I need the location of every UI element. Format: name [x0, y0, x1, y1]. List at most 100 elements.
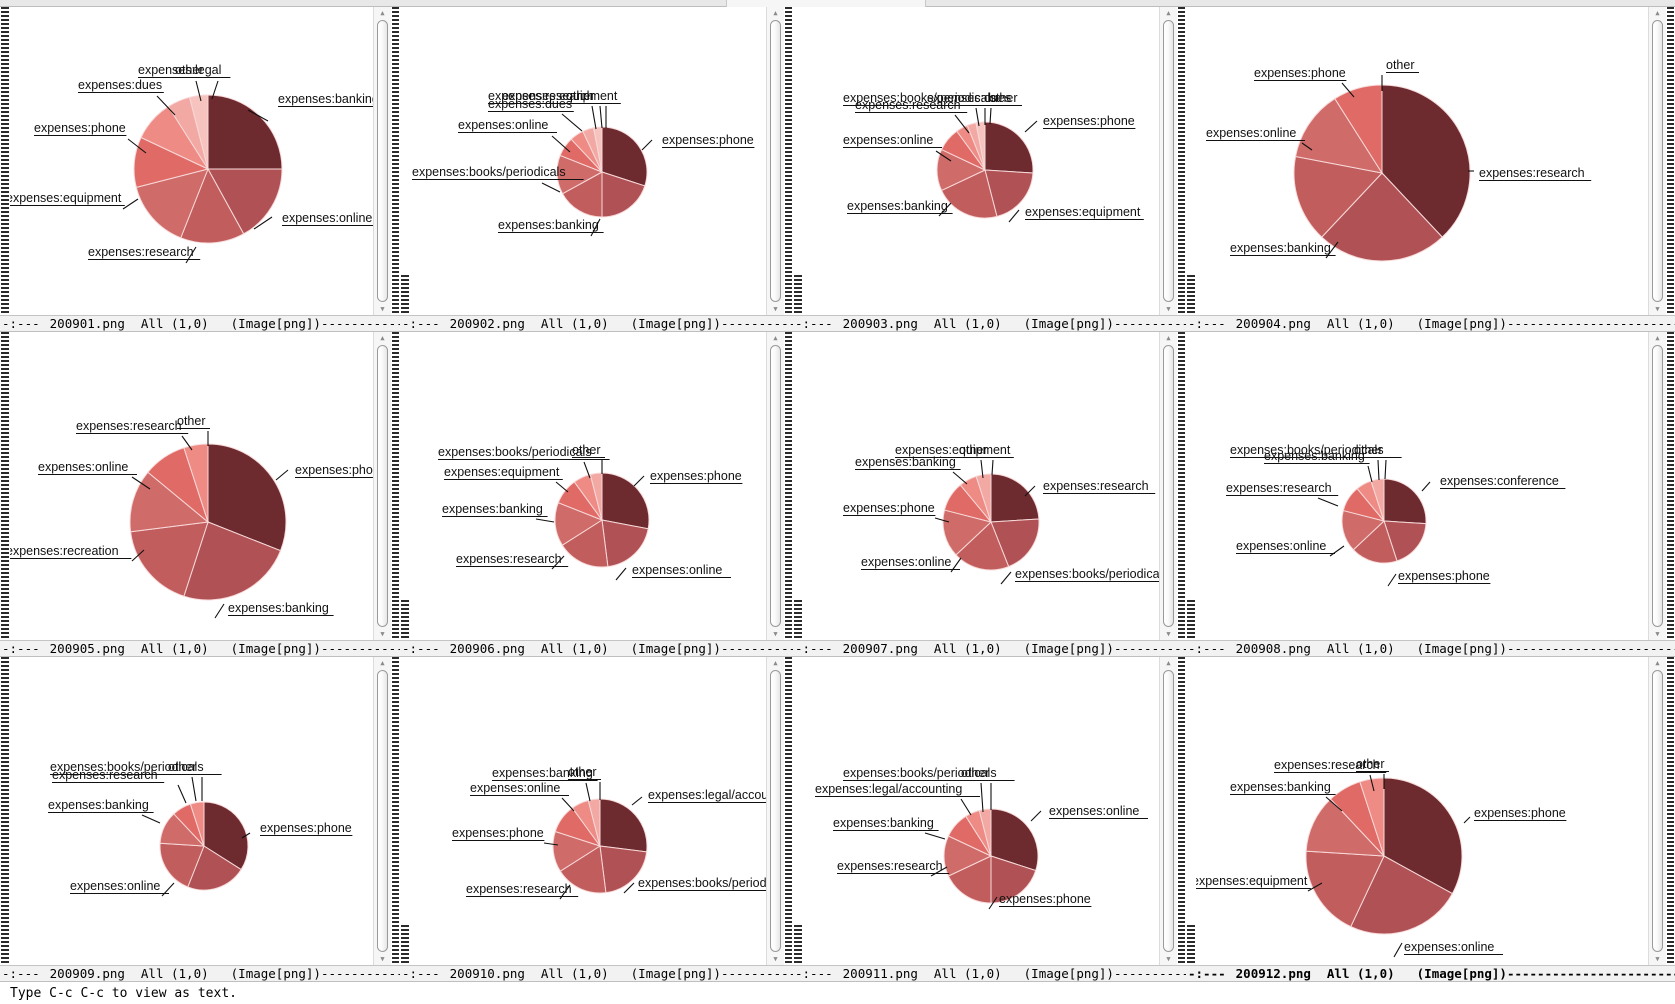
image-canvas[interactable]: expenses:research expenses:banking expense… [1196, 7, 1648, 315]
pie-label: expenses:banking [1264, 449, 1373, 483]
scroll-down-arrow-icon[interactable]: ▼ [1655, 629, 1660, 638]
mode-line[interactable]: -:--- 200903.png All (1,0) (Image[png]) ----… [793, 315, 1186, 332]
mode-line[interactable]: -:--- 200908.png All (1,0) (Image[png]) ----… [1186, 640, 1675, 657]
scroll-down-arrow-icon[interactable]: ▼ [1655, 954, 1660, 963]
scrollbar-thumb[interactable] [377, 20, 388, 302]
scrollbar-thumb[interactable] [1163, 20, 1174, 302]
emacs-window-200904[interactable]: expenses:research expenses:banking expense… [1186, 7, 1675, 332]
scroll-down-arrow-icon[interactable]: ▼ [773, 954, 778, 963]
emacs-window-200902[interactable]: expenses:phone expenses:banking expenses:b… [400, 7, 793, 332]
emacs-window-200907[interactable]: expenses:research expenses:books/periodic… [793, 332, 1186, 657]
image-canvas[interactable]: expenses:online expenses:phone expenses:re… [803, 657, 1159, 965]
vertical-scrollbar[interactable]: ▲ ▼ [373, 332, 391, 640]
scroll-down-arrow-icon[interactable]: ▼ [773, 629, 778, 638]
scrollbar-trough[interactable] [374, 669, 391, 953]
scrollbar-thumb[interactable] [1652, 20, 1663, 302]
scroll-up-arrow-icon[interactable]: ▲ [380, 333, 385, 342]
scroll-down-arrow-icon[interactable]: ▼ [1655, 304, 1660, 313]
scrollbar-trough[interactable] [374, 19, 391, 303]
scrollbar-trough[interactable] [767, 344, 784, 628]
vertical-scrollbar[interactable]: ▲ ▼ [1648, 657, 1666, 965]
scroll-down-arrow-icon[interactable]: ▼ [1166, 304, 1171, 313]
scroll-up-arrow-icon[interactable]: ▲ [773, 8, 778, 17]
scrollbar-trough[interactable] [1160, 19, 1177, 303]
emacs-window-200909[interactable]: expenses:phone expenses:online expenses:ba… [0, 657, 400, 982]
mode-line[interactable]: -:--- 200905.png All (1,0) (Image[png]) ----… [0, 640, 400, 657]
scroll-up-arrow-icon[interactable]: ▲ [380, 658, 385, 667]
image-canvas[interactable]: expenses:conference expenses:phone expense… [1196, 332, 1648, 640]
scroll-up-arrow-icon[interactable]: ▲ [1166, 333, 1171, 342]
emacs-window-200905[interactable]: expenses:phone expenses:banking expenses:r… [0, 332, 400, 657]
scroll-up-arrow-icon[interactable]: ▲ [380, 8, 385, 17]
vertical-scrollbar[interactable]: ▲ ▼ [1159, 7, 1177, 315]
vertical-scrollbar[interactable]: ▲ ▼ [766, 332, 784, 640]
fringe-continuation-marks [1667, 332, 1674, 640]
scroll-down-arrow-icon[interactable]: ▼ [380, 954, 385, 963]
vertical-scrollbar[interactable]: ▲ ▼ [373, 657, 391, 965]
scrollbar-thumb[interactable] [770, 345, 781, 627]
scroll-up-arrow-icon[interactable]: ▲ [1166, 8, 1171, 17]
scroll-up-arrow-icon[interactable]: ▲ [1166, 658, 1171, 667]
scrollbar-thumb[interactable] [1652, 670, 1663, 952]
scroll-up-arrow-icon[interactable]: ▲ [1655, 8, 1660, 17]
pie-label-text: other [989, 91, 1018, 105]
scrollbar-trough[interactable] [374, 344, 391, 628]
scrollbar-trough[interactable] [767, 19, 784, 303]
vertical-scrollbar[interactable]: ▲ ▼ [766, 7, 784, 315]
scrollbar-thumb[interactable] [1163, 345, 1174, 627]
vertical-scrollbar[interactable]: ▲ ▼ [373, 7, 391, 315]
scroll-down-arrow-icon[interactable]: ▼ [773, 304, 778, 313]
scrollbar-thumb[interactable] [770, 20, 781, 302]
mode-line[interactable]: -:--- 200901.png All (1,0) (Image[png]) ----… [0, 315, 400, 332]
emacs-window-200912[interactable]: expenses:phone expenses:online expenses:eq… [1186, 657, 1675, 982]
emacs-window-200901[interactable]: expenses:banking expenses:online expenses:… [0, 7, 400, 332]
scrollbar-thumb[interactable] [377, 345, 388, 627]
scrollbar-trough[interactable] [1649, 344, 1666, 628]
emacs-window-200911[interactable]: expenses:online expenses:phone expenses:re… [793, 657, 1186, 982]
mode-line[interactable]: -:--- 200912.png All (1,0) (Image[png]) ----… [1186, 965, 1675, 982]
image-canvas[interactable]: expenses:phone expenses:banking expenses:r… [10, 332, 373, 640]
scroll-up-arrow-icon[interactable]: ▲ [1655, 333, 1660, 342]
mode-line[interactable]: -:--- 200907.png All (1,0) (Image[png]) ----… [793, 640, 1186, 657]
mode-line[interactable]: -:--- 200909.png All (1,0) (Image[png]) ----… [0, 965, 400, 982]
mode-line[interactable]: -:--- 200911.png All (1,0) (Image[png]) ----… [793, 965, 1186, 982]
image-canvas[interactable]: expenses:phone expenses:online expenses:eq… [1196, 657, 1648, 965]
scrollbar-thumb[interactable] [1163, 670, 1174, 952]
image-canvas[interactable]: expenses:legal/accounting expenses:books/… [410, 657, 766, 965]
scroll-down-arrow-icon[interactable]: ▼ [380, 629, 385, 638]
emacs-window-200903[interactable]: expenses:phone expenses:equipment expenses… [793, 7, 1186, 332]
scroll-up-arrow-icon[interactable]: ▲ [773, 333, 778, 342]
vertical-scrollbar[interactable]: ▲ ▼ [1648, 7, 1666, 315]
image-canvas[interactable]: expenses:phone expenses:equipment expenses… [803, 7, 1159, 315]
image-canvas[interactable]: expenses:research expenses:books/periodic… [803, 332, 1159, 640]
scroll-down-arrow-icon[interactable]: ▼ [1166, 629, 1171, 638]
scrollbar-thumb[interactable] [377, 670, 388, 952]
scroll-up-arrow-icon[interactable]: ▲ [773, 658, 778, 667]
mode-line[interactable]: -:--- 200906.png All (1,0) (Image[png]) ----… [400, 640, 793, 657]
mode-line[interactable]: -:--- 200902.png All (1,0) (Image[png]) ----… [400, 315, 793, 332]
scrollbar-thumb[interactable] [770, 670, 781, 952]
vertical-scrollbar[interactable]: ▲ ▼ [1159, 332, 1177, 640]
vertical-scrollbar[interactable]: ▲ ▼ [766, 657, 784, 965]
scrollbar-trough[interactable] [1649, 19, 1666, 303]
image-canvas[interactable]: expenses:banking expenses:online expenses:… [10, 7, 373, 315]
scroll-down-arrow-icon[interactable]: ▼ [1166, 954, 1171, 963]
emacs-window-200910[interactable]: expenses:legal/accounting expenses:books/… [400, 657, 793, 982]
scrollbar-thumb[interactable] [1652, 345, 1663, 627]
scroll-down-arrow-icon[interactable]: ▼ [380, 304, 385, 313]
emacs-window-200908[interactable]: expenses:conference expenses:phone expense… [1186, 332, 1675, 657]
mode-line[interactable]: -:--- 200904.png All (1,0) (Image[png]) ----… [1186, 315, 1675, 332]
image-canvas[interactable]: expenses:phone expenses:online expenses:ba… [10, 657, 373, 965]
emacs-window-200906[interactable]: expenses:phone expenses:online expenses:re… [400, 332, 793, 657]
scrollbar-trough[interactable] [1160, 669, 1177, 953]
scrollbar-trough[interactable] [1160, 344, 1177, 628]
mode-line[interactable]: -:--- 200910.png All (1,0) (Image[png]) ----… [400, 965, 793, 982]
scrollbar-trough[interactable] [767, 669, 784, 953]
modeline-status: -:--- [2, 966, 40, 981]
vertical-scrollbar[interactable]: ▲ ▼ [1648, 332, 1666, 640]
scroll-up-arrow-icon[interactable]: ▲ [1655, 658, 1660, 667]
image-canvas[interactable]: expenses:phone expenses:online expenses:re… [410, 332, 766, 640]
vertical-scrollbar[interactable]: ▲ ▼ [1159, 657, 1177, 965]
scrollbar-trough[interactable] [1649, 669, 1666, 953]
image-canvas[interactable]: expenses:phone expenses:banking expenses:b… [410, 7, 766, 315]
